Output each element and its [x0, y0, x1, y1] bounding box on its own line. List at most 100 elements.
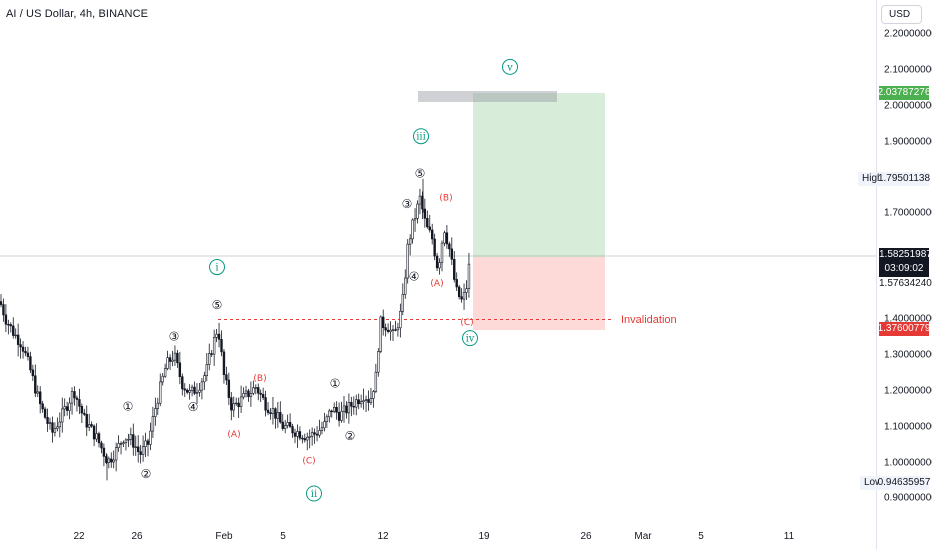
- candle-bull: [141, 446, 145, 455]
- candle-bear: [168, 357, 172, 362]
- candle-bull: [359, 401, 363, 405]
- wave-label: ⑤: [415, 167, 426, 181]
- candle-bear: [352, 405, 355, 408]
- current-price-badge: 1.58251987: [879, 248, 932, 262]
- candle-bear: [423, 208, 427, 219]
- candles-group: [0, 178, 471, 481]
- symbol-title: AI / US Dollar, 4h, BINANCE: [6, 8, 149, 20]
- candle-bull: [156, 402, 159, 409]
- candle-bull: [161, 375, 164, 383]
- candle-bull: [306, 437, 309, 441]
- candle-bull: [438, 262, 441, 269]
- entry-price-badge: 1.57634240: [879, 276, 932, 291]
- candle-bull: [195, 392, 199, 394]
- candle-bull: [328, 410, 331, 418]
- candle-bull: [364, 399, 368, 401]
- candle-bear: [92, 425, 96, 440]
- candle-bear: [335, 407, 338, 413]
- price-tick-label: 1.40000000: [884, 313, 932, 325]
- candle-bear: [301, 437, 304, 440]
- candle-bull: [171, 359, 174, 362]
- candle-bull: [401, 293, 404, 312]
- candle-bull: [235, 402, 238, 405]
- candle-bull: [379, 316, 382, 352]
- candle-bull: [283, 425, 287, 429]
- candle-bear: [350, 402, 353, 407]
- candle-bull: [107, 458, 111, 463]
- candle-bear: [279, 412, 282, 423]
- candle-bear: [9, 324, 12, 327]
- candle-bear: [330, 410, 333, 413]
- candle-bull: [154, 408, 157, 417]
- wave-label: (B): [253, 374, 266, 384]
- candle-bear: [433, 238, 436, 257]
- wave-label: ④: [409, 270, 420, 284]
- price-tick-label: 1.30000000: [884, 349, 932, 361]
- low-price-badge: 0.94635957: [877, 476, 931, 490]
- candle-bull: [48, 422, 52, 424]
- candle-bull: [114, 447, 118, 461]
- candle-bear: [430, 229, 434, 240]
- candle-bear: [100, 442, 103, 449]
- candle-bull: [53, 428, 57, 433]
- wave-label: (A): [430, 279, 443, 289]
- currency-button[interactable]: USD: [881, 5, 922, 24]
- candle-bear: [119, 443, 123, 445]
- candle-bull: [467, 263, 471, 289]
- candle-bear: [0, 301, 3, 305]
- candle-bear: [7, 323, 10, 326]
- candle-bull: [163, 368, 167, 377]
- price-tick-label: 1.70000000: [884, 207, 932, 219]
- candle-bull: [374, 371, 378, 392]
- candle-bull: [254, 387, 257, 389]
- candle-bull: [389, 329, 392, 332]
- candle-bear: [31, 369, 35, 377]
- candle-bull: [200, 381, 204, 391]
- candle-bear: [274, 408, 277, 419]
- candle-bull: [70, 391, 74, 404]
- wave-label: ⑤: [212, 298, 223, 312]
- candle-bear: [281, 421, 284, 429]
- candle-bull: [416, 203, 419, 219]
- price-tick-label: 0.90000000: [884, 492, 932, 504]
- candle-bear: [293, 432, 297, 437]
- candle-bear: [24, 351, 27, 354]
- candle-bull: [127, 439, 130, 441]
- candle-bull: [310, 432, 314, 437]
- candle-bull: [122, 442, 125, 444]
- candle-bear: [2, 304, 5, 316]
- candle-bear: [428, 226, 431, 231]
- candle-bull: [61, 408, 64, 423]
- candle-bear: [75, 397, 79, 400]
- candle-bull: [320, 427, 324, 431]
- wave-label: (A): [227, 430, 240, 440]
- candle-bear: [90, 424, 93, 427]
- roman-wave-circle: [209, 259, 225, 276]
- candle-bull: [413, 218, 417, 221]
- wave-label: ②: [345, 429, 356, 443]
- countdown-badge: 03:09:02: [879, 262, 929, 276]
- wave-label: (C): [460, 318, 473, 328]
- price-tick-label: 1.90000000: [884, 136, 932, 148]
- candle-bear: [269, 412, 272, 415]
- candle-bull: [296, 431, 299, 437]
- roman-wave-label: iv: [466, 334, 475, 345]
- candle-bear: [257, 387, 260, 394]
- price-tick-label: 2.20000000: [884, 28, 932, 40]
- wave-label: (C): [302, 457, 315, 467]
- candle-bull: [36, 391, 39, 394]
- candle-bull: [205, 364, 208, 376]
- candle-bull: [318, 430, 321, 436]
- candle-bear: [460, 296, 463, 300]
- candle-bear: [426, 218, 429, 228]
- candle-bull: [440, 242, 444, 263]
- candle-bull: [465, 288, 468, 293]
- roman-wave-label: ii: [311, 489, 317, 500]
- candle-bear: [102, 447, 106, 457]
- candle-bull: [134, 446, 137, 448]
- candle-bull: [286, 422, 289, 426]
- candle-bull: [342, 405, 346, 412]
- candle-bear: [46, 417, 49, 424]
- candle-bear: [381, 316, 385, 328]
